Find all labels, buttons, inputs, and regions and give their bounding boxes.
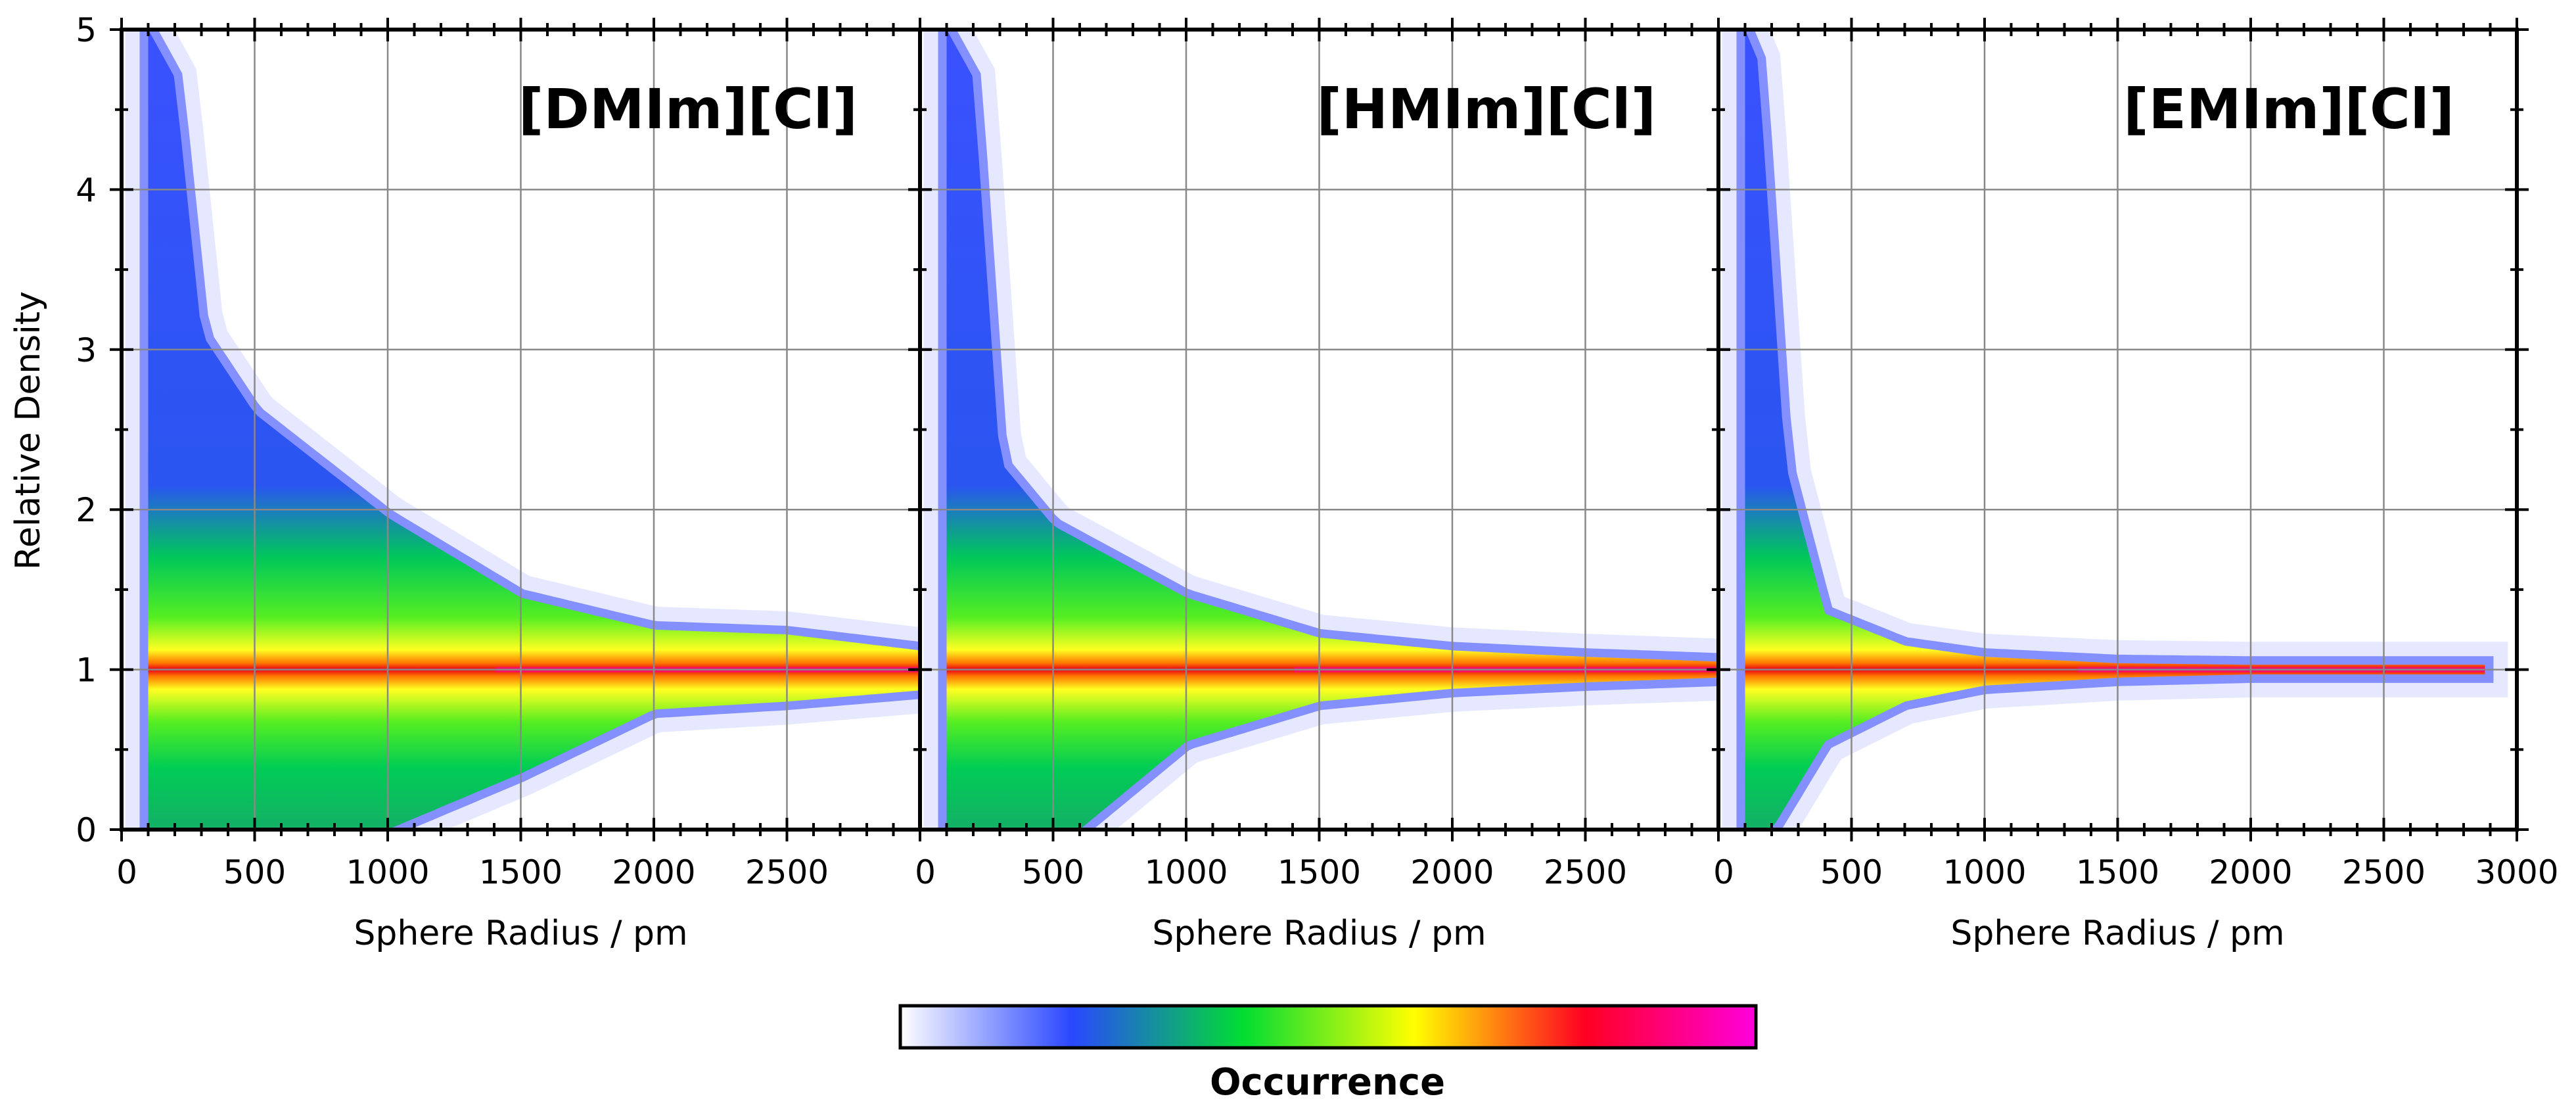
x-tick-label: 3000 — [2475, 853, 2558, 891]
distribution-area — [946, 30, 1718, 830]
x-tick-label: 500 — [1820, 853, 1883, 891]
x-tick-label: 1500 — [1277, 853, 1361, 891]
panel-dmim-cl: 0 500 1000 1500 2000 2500 0 1 2 3 4 5 Sphere Radius … — [76, 11, 932, 953]
x-tick-label: 1500 — [479, 853, 563, 891]
x-tick-label: 500 — [1022, 853, 1084, 891]
x-axis-title: Sphere Radius / pm — [1950, 914, 2284, 953]
panel-hmim-cl: 0 500 1000 1500 2000 2500 Sphere Radius / pm [H… — [908, 18, 1730, 953]
x-tick-label: 0 — [116, 853, 137, 891]
x-tick-label: 1000 — [1144, 853, 1228, 891]
y-tick-label: 0 — [76, 811, 97, 849]
y-tick-label: 1 — [76, 651, 97, 690]
distribution-area — [148, 30, 920, 830]
x-tick-label: 1000 — [346, 853, 429, 891]
distribution-area — [1745, 30, 2485, 830]
x-tick-label: 500 — [223, 853, 286, 891]
x-tick-label: 0 — [1713, 853, 1734, 891]
colorbar-label: Occurrence — [1210, 1061, 1445, 1104]
x-axis-title: Sphere Radius / pm — [1152, 914, 1486, 953]
panel-title: [EMIm][Cl] — [2123, 77, 2454, 141]
x-tick-label: 1500 — [2076, 853, 2159, 891]
x-tick-label: 0 — [915, 853, 936, 891]
x-tick-label: 2500 — [2342, 853, 2426, 891]
x-tick-label: 2500 — [745, 853, 829, 891]
grid — [122, 30, 920, 830]
panel-title: [DMIm][Cl] — [518, 77, 858, 141]
colorbar: Occurrence — [898, 1004, 1758, 1104]
y-tick-label: 5 — [76, 11, 97, 49]
panel-emim-cl: 0 500 1000 1500 2000 2500 3000 Sphere Radius / … — [1707, 18, 2559, 953]
y-tick-label: 2 — [76, 491, 97, 529]
x-tick-label: 1000 — [1943, 853, 2026, 891]
y-axis-title: Relative Density — [9, 291, 48, 570]
x-tick-label: 2500 — [1544, 853, 1627, 891]
x-tick-label: 2000 — [2209, 853, 2292, 891]
y-tick-label: 3 — [76, 331, 97, 369]
panel-title: [HMIm][Cl] — [1316, 77, 1656, 141]
x-tick-label: 2000 — [1410, 853, 1494, 891]
colorbar-gradient — [898, 1004, 1758, 1050]
x-axis-title: Sphere Radius / pm — [354, 914, 687, 953]
grid — [920, 30, 1718, 830]
grid — [1718, 30, 2517, 830]
y-tick-label: 4 — [76, 171, 97, 209]
x-tick-label: 2000 — [612, 853, 695, 891]
